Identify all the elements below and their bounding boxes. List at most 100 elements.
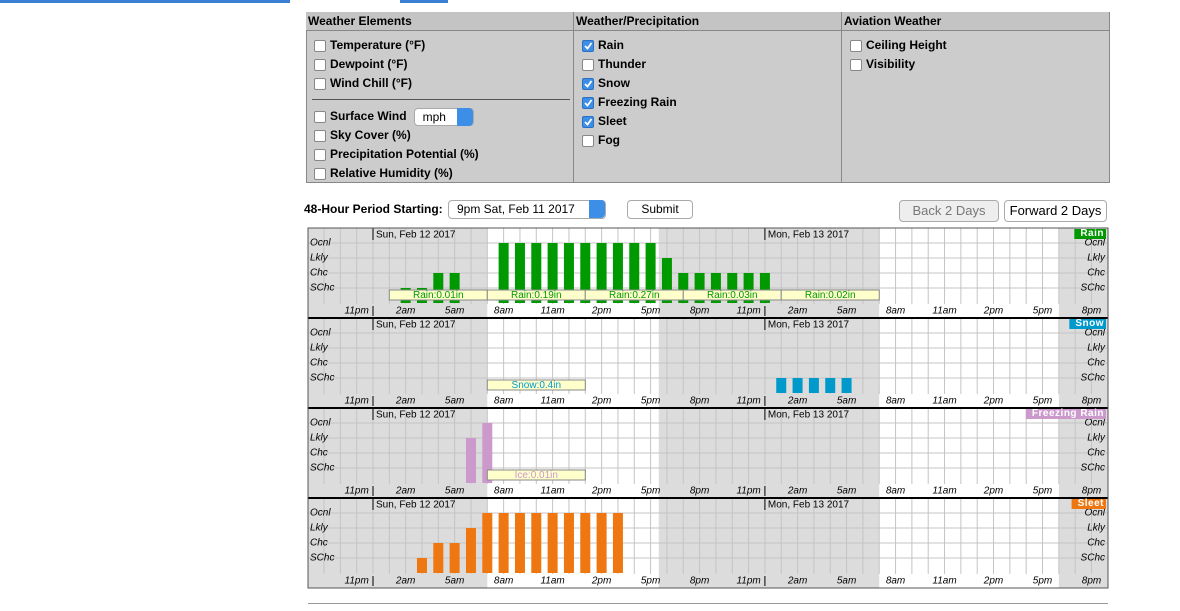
checkbox-item[interactable]: Snow <box>582 74 630 93</box>
checkbox-item[interactable]: Ceiling Height <box>850 36 947 55</box>
x-tick-label: 5am <box>445 396 464 407</box>
checkbox-item[interactable]: Thunder <box>582 55 646 74</box>
checkbox-label: Ceiling Height <box>866 38 947 52</box>
x-tick-label: 8pm <box>690 486 709 497</box>
x-tick-label: 2am <box>395 396 415 407</box>
checkbox-item[interactable]: Temperature (°F) <box>314 36 425 55</box>
amount-label: Ice:0.01in <box>515 470 558 481</box>
legend-swatch <box>1071 499 1106 509</box>
checkbox[interactable] <box>314 58 326 71</box>
checkbox[interactable] <box>582 39 594 52</box>
checkbox-item[interactable]: Relative Humidity (%) <box>314 164 453 183</box>
checkbox-item[interactable]: Freezing Rain <box>582 93 677 112</box>
date-label: Mon, Feb 13 2017 <box>768 410 850 421</box>
checkbox-label: Fog <box>598 133 620 147</box>
checkbox-item[interactable]: Rain <box>582 36 624 55</box>
checkbox[interactable] <box>314 110 326 123</box>
amount-label: Rain:0.03in <box>707 290 758 301</box>
checkbox-item[interactable]: Fog <box>582 131 620 150</box>
level-label: SChc <box>310 283 334 294</box>
bar <box>645 243 656 303</box>
x-tick-label: 11pm <box>345 576 369 587</box>
checkbox[interactable] <box>314 129 326 142</box>
legend-label: Snow <box>1075 318 1104 329</box>
checkbox[interactable] <box>850 58 862 71</box>
date-label: Sun, Feb 12 2017 <box>376 410 456 421</box>
checkbox-label: Sky Cover (%) <box>330 128 411 142</box>
x-tick-label: 11am <box>540 306 564 317</box>
period-select[interactable]: 9pm Sat, Feb 11 2017 <box>448 200 606 219</box>
submit-button[interactable]: Submit <box>627 200 693 219</box>
x-tick-label: 5am <box>837 396 856 407</box>
checkbox-label: Freezing Rain <box>598 95 677 109</box>
bar <box>612 513 623 573</box>
x-tick-label: 8am <box>494 576 513 587</box>
unit-select[interactable]: mph <box>413 107 474 126</box>
checkbox[interactable] <box>582 77 594 90</box>
checkbox-item[interactable]: Precipitation Potential (%) <box>314 145 479 164</box>
x-tick-label: 8pm <box>690 396 709 407</box>
bar <box>694 273 705 303</box>
checkbox-item[interactable]: Visibility <box>850 55 915 74</box>
x-tick-label: 8pm <box>690 576 709 587</box>
period-label: 48-Hour Period Starting: <box>304 202 443 216</box>
checkbox[interactable] <box>314 39 326 52</box>
column <box>306 12 574 183</box>
bar <box>531 513 542 573</box>
checkbox[interactable] <box>582 58 594 71</box>
x-tick-label: 11am <box>540 576 564 587</box>
bar <box>841 378 852 393</box>
bar <box>629 243 640 303</box>
x-tick-label: 11am <box>932 486 956 497</box>
back-button[interactable]: Back 2 Days <box>899 200 999 222</box>
bar <box>498 243 509 303</box>
legend-swatch <box>1069 319 1106 329</box>
level-label: Lkly <box>310 253 329 264</box>
chart-border <box>307 227 1109 589</box>
level-label: SChc <box>1081 373 1105 384</box>
x-tick-label: 8am <box>886 396 905 407</box>
checkbox[interactable] <box>850 39 862 52</box>
bar <box>661 258 672 303</box>
checkbox[interactable] <box>582 96 594 109</box>
checkbox[interactable] <box>314 77 326 90</box>
checkbox-item[interactable]: Dewpoint (°F) <box>314 55 407 74</box>
bar <box>465 528 476 573</box>
amount-label: Rain:0.19in <box>511 290 562 301</box>
bar <box>514 513 525 573</box>
checkbox-item[interactable]: Wind Chill (°F) <box>314 74 412 93</box>
x-tick-label: 11pm <box>345 486 369 497</box>
check-mark <box>584 41 593 50</box>
date-label: Mon, Feb 13 2017 <box>768 320 850 331</box>
checkbox-item[interactable]: Sky Cover (%) <box>314 126 411 145</box>
x-tick-label: 11pm <box>736 306 760 317</box>
bar <box>743 273 754 303</box>
period-value: 9pm Sat, Feb 11 2017 <box>457 202 575 216</box>
bar <box>531 243 542 303</box>
amount-label: Rain:0.27in <box>609 290 660 301</box>
forward-button[interactable]: Forward 2 Days <box>1004 200 1107 222</box>
level-label: SChc <box>1081 283 1105 294</box>
x-tick-label: 11am <box>932 306 956 317</box>
level-label: SChc <box>310 553 334 564</box>
bar <box>825 378 836 393</box>
checkbox[interactable] <box>582 134 594 147</box>
amount-box <box>486 469 586 481</box>
checkbox[interactable] <box>314 148 326 161</box>
bar <box>596 243 607 303</box>
checkbox[interactable] <box>314 167 326 180</box>
level-label: Ocnl <box>310 238 331 249</box>
x-tick-label: 11am <box>932 576 956 587</box>
checkbox[interactable] <box>582 115 594 128</box>
checkbox-label: Relative Humidity (%) <box>330 166 453 180</box>
x-tick-label: 8am <box>886 576 905 587</box>
bar <box>547 513 558 573</box>
bar <box>563 513 574 573</box>
checkbox-item[interactable]: Surface Wind mph <box>314 107 474 126</box>
x-tick-label: 11pm <box>736 486 760 497</box>
x-tick-label: 8am <box>494 396 513 407</box>
level-label: Ocnl <box>1084 328 1105 339</box>
checkbox-item[interactable]: Sleet <box>582 112 627 131</box>
x-tick-label: 5pm <box>1033 396 1052 407</box>
